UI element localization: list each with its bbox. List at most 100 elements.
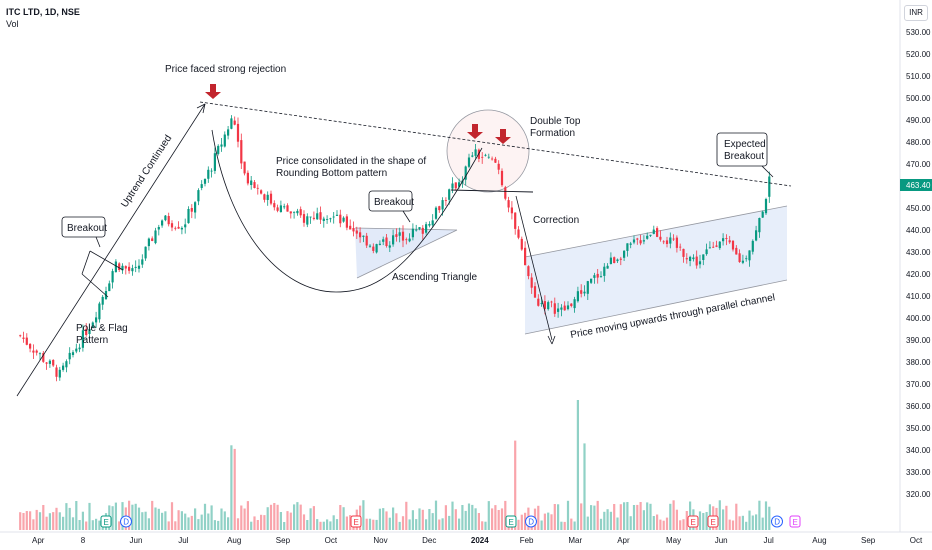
earnings-marker[interactable]: E bbox=[707, 515, 719, 528]
time-tick: Oct bbox=[325, 536, 338, 545]
candle-body bbox=[695, 256, 698, 266]
candle-body bbox=[662, 241, 665, 243]
volume-bar bbox=[329, 521, 332, 530]
volume-bar bbox=[725, 505, 728, 530]
candle-body bbox=[764, 199, 768, 214]
volume-bar bbox=[520, 514, 523, 530]
uptrend-line bbox=[16, 103, 206, 397]
svg-text:E: E bbox=[793, 518, 798, 527]
candle-body bbox=[240, 140, 243, 164]
candle-body bbox=[632, 239, 636, 243]
currency-button[interactable]: INR bbox=[904, 5, 928, 21]
candle-body bbox=[428, 224, 431, 226]
price-tick: 500.00 bbox=[906, 94, 931, 103]
candle-body bbox=[454, 182, 457, 189]
volume-bar bbox=[560, 521, 563, 530]
volume-bar bbox=[144, 511, 147, 530]
volume-bar bbox=[25, 511, 28, 530]
time-tick: 8 bbox=[81, 536, 86, 545]
breakout-label-2: Breakout bbox=[374, 197, 414, 208]
candle-body bbox=[517, 229, 520, 238]
candle-body bbox=[616, 259, 619, 262]
price-tick: 430.00 bbox=[906, 248, 931, 257]
volume-bar bbox=[286, 511, 289, 530]
volume-bar bbox=[728, 519, 731, 530]
volume-bar bbox=[550, 514, 553, 530]
candle-body bbox=[656, 228, 659, 237]
volume-bar bbox=[29, 511, 32, 530]
volume-bar bbox=[672, 500, 675, 530]
candle-body bbox=[95, 317, 98, 323]
candle-body bbox=[65, 361, 68, 368]
candle-body bbox=[22, 337, 25, 339]
candle-body bbox=[279, 205, 282, 212]
price-axis[interactable]: 530.00 520.00 510.00 500.00 490.00 480.00 470.… bbox=[906, 28, 931, 499]
price-tick: 420.00 bbox=[906, 270, 931, 279]
candle-body bbox=[217, 145, 220, 154]
candle-body bbox=[566, 305, 570, 310]
volume-bar bbox=[203, 503, 207, 530]
earnings-marker[interactable]: E bbox=[687, 515, 699, 528]
dividend-marker[interactable]: D bbox=[120, 515, 132, 528]
candle-body bbox=[378, 243, 381, 245]
volume-bar bbox=[491, 508, 494, 530]
volume-bar bbox=[438, 519, 441, 530]
earnings-marker[interactable]: E bbox=[350, 515, 362, 528]
candle-body bbox=[177, 226, 180, 229]
volume-bar bbox=[659, 519, 662, 530]
volume-bar bbox=[517, 519, 520, 530]
volume-bar bbox=[415, 519, 418, 530]
candle-body bbox=[586, 281, 589, 294]
volume-bar bbox=[761, 517, 764, 530]
volume-bar bbox=[217, 520, 220, 530]
volume-bar bbox=[362, 500, 365, 530]
volume-bar bbox=[48, 513, 51, 530]
volume-bar bbox=[326, 519, 329, 530]
candle-body bbox=[368, 245, 372, 247]
pole-flag-label-2: Pattern bbox=[76, 335, 108, 346]
volume-bar bbox=[609, 511, 612, 530]
candle-body bbox=[748, 250, 751, 261]
earnings-marker[interactable]: E bbox=[505, 515, 517, 528]
volume-bar bbox=[190, 515, 193, 530]
candle-body bbox=[58, 369, 61, 378]
candle-body bbox=[537, 298, 540, 306]
correction-arrowhead bbox=[547, 335, 556, 345]
candle-body bbox=[365, 235, 368, 246]
candle-body bbox=[758, 218, 761, 233]
dividend-marker[interactable]: D bbox=[771, 515, 783, 528]
volume-bar bbox=[233, 448, 236, 530]
volume-bar bbox=[95, 518, 98, 530]
candle-body bbox=[260, 190, 263, 194]
candle-body bbox=[101, 296, 104, 305]
volume-bar bbox=[656, 514, 659, 530]
time-axis[interactable]: Apr 8 Jun Jul Aug Sep Oct Nov Dec 2024 Feb Mar Apr Ma… bbox=[32, 536, 923, 545]
pole-flag-label-1: Pole & Flag bbox=[76, 323, 128, 334]
candle-body bbox=[636, 238, 639, 240]
candle-body bbox=[649, 234, 652, 236]
candle-body bbox=[547, 302, 550, 310]
double-top-neckline bbox=[450, 189, 534, 193]
volume-bar bbox=[751, 515, 754, 530]
volume-bar bbox=[273, 503, 276, 530]
earnings-marker[interactable]: E bbox=[100, 515, 112, 528]
time-tick: Feb bbox=[520, 536, 534, 545]
dividend-marker[interactable]: D bbox=[525, 515, 537, 528]
candle-body bbox=[128, 266, 131, 271]
symbol-title[interactable]: ITC LTD, 1D, NSE bbox=[6, 7, 80, 17]
candle-body bbox=[342, 217, 345, 222]
volume-bar bbox=[626, 502, 629, 530]
volume-bar bbox=[263, 515, 266, 530]
volume-indicator-label[interactable]: Vol bbox=[6, 19, 19, 29]
candle-body bbox=[718, 241, 721, 249]
candle-body bbox=[646, 235, 649, 239]
candle-body bbox=[68, 352, 71, 360]
double-top-arrow-2 bbox=[495, 129, 511, 144]
volume-bar bbox=[177, 510, 180, 530]
volume-bar bbox=[243, 508, 246, 530]
volume-bar bbox=[748, 510, 751, 530]
volume-bar bbox=[411, 510, 414, 530]
earnings-marker[interactable]: E bbox=[789, 515, 801, 528]
